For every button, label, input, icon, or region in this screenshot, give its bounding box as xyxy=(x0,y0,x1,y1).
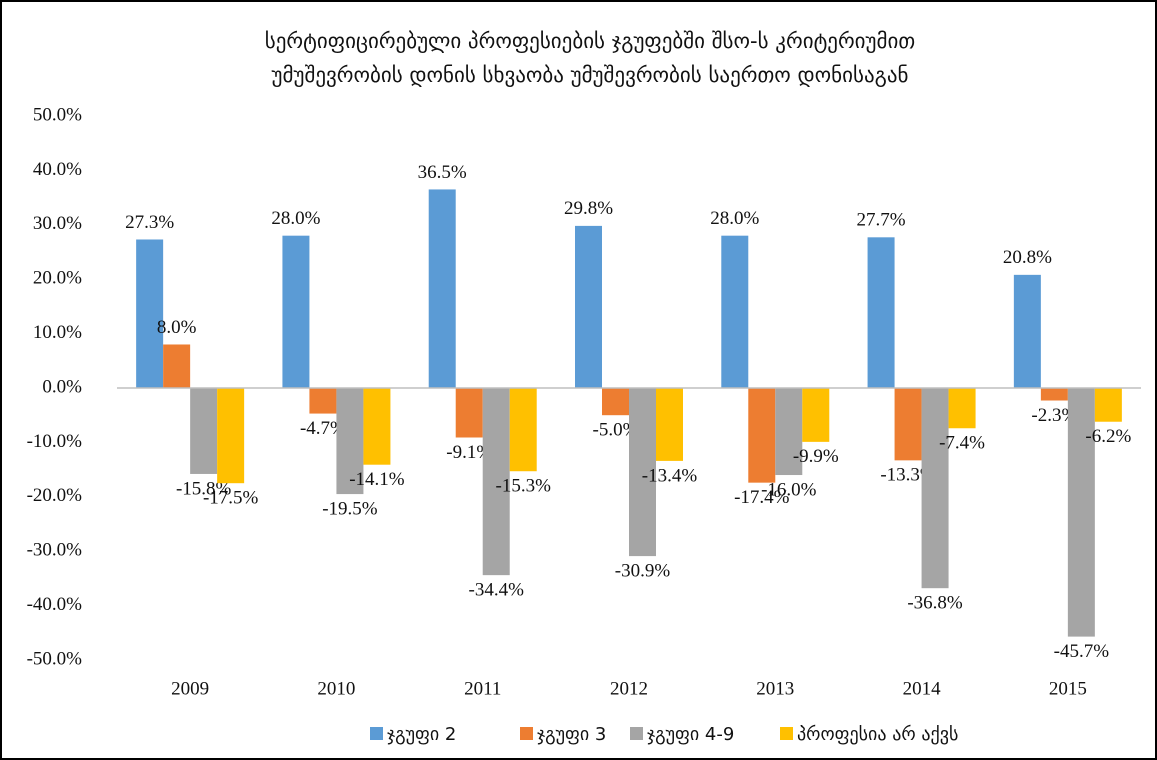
data-label: 28.0% xyxy=(271,208,320,229)
y-tick-label: -50.0% xyxy=(27,648,83,669)
x-tick-label: 2014 xyxy=(903,678,942,699)
data-label: -6.2% xyxy=(1085,426,1131,447)
bar xyxy=(867,237,895,388)
data-label: -19.5% xyxy=(322,498,378,519)
legend-label: ჯგუფი 4-9 xyxy=(647,724,734,745)
bar xyxy=(1094,388,1122,422)
x-tick-label: 2009 xyxy=(171,678,209,699)
y-tick-label: 40.0% xyxy=(33,159,82,180)
chart-title: უმუშევრობის დონის სხვაობა უმუშევრობის სა… xyxy=(272,63,909,87)
bar xyxy=(629,388,656,557)
bar xyxy=(575,225,602,388)
data-label: -14.1% xyxy=(349,469,405,490)
bar xyxy=(721,235,749,388)
bar xyxy=(921,388,949,589)
data-label: 27.7% xyxy=(857,210,906,231)
data-label: 28.0% xyxy=(710,208,759,229)
bar xyxy=(602,388,629,416)
y-tick-label: -40.0% xyxy=(27,594,83,615)
data-label: -16.0% xyxy=(761,479,817,500)
y-tick-label: 20.0% xyxy=(33,268,82,289)
data-label: -34.4% xyxy=(469,579,525,600)
legend-swatch xyxy=(370,727,383,740)
bar xyxy=(190,388,218,474)
data-label: -7.4% xyxy=(939,433,985,454)
bar xyxy=(309,388,337,414)
legend-label: ჯგუფი 2 xyxy=(387,724,456,745)
bar xyxy=(363,388,391,465)
legend-label: პროფესია არ აქვს xyxy=(797,724,958,745)
bar xyxy=(748,388,776,483)
bar xyxy=(1067,388,1095,637)
bar xyxy=(163,344,191,388)
x-tick-label: 2015 xyxy=(1049,678,1087,699)
data-label: 8.0% xyxy=(157,317,197,338)
bar xyxy=(1040,388,1068,401)
data-label: 20.8% xyxy=(1003,247,1052,268)
bar xyxy=(802,388,830,442)
data-label: 27.3% xyxy=(125,212,174,233)
bar xyxy=(136,239,164,388)
x-tick-label: 2010 xyxy=(317,678,355,699)
bar xyxy=(428,189,456,388)
legend-swatch xyxy=(780,727,793,740)
y-tick-label: 0.0% xyxy=(42,376,82,397)
data-label: -17.4% xyxy=(734,487,790,508)
bar xyxy=(282,235,310,388)
bar xyxy=(482,388,510,576)
bar xyxy=(656,388,683,461)
data-label: -9.9% xyxy=(793,446,839,467)
data-label: -4.7% xyxy=(300,418,346,439)
bar xyxy=(217,388,245,484)
bar xyxy=(509,388,537,472)
data-label: -15.8% xyxy=(176,478,232,499)
x-tick-label: 2011 xyxy=(464,678,501,699)
legend-swatch xyxy=(520,727,533,740)
data-label: -9.1% xyxy=(446,442,492,463)
data-label: 29.8% xyxy=(564,198,613,219)
y-tick-label: -20.0% xyxy=(27,485,83,506)
data-label: -13.4% xyxy=(642,465,698,486)
bar xyxy=(336,388,364,495)
data-label: -45.7% xyxy=(1054,641,1110,662)
data-label: -17.5% xyxy=(203,488,259,509)
legend-label: ჯგუფი 3 xyxy=(537,724,606,745)
y-tick-label: 10.0% xyxy=(33,322,82,343)
chart-title: სერტიფიცირებული პროფესიების ჯგუფებში შსო… xyxy=(265,29,915,53)
data-label: -30.9% xyxy=(615,560,671,581)
bar xyxy=(1013,274,1041,388)
bar xyxy=(894,388,922,461)
data-label: -5.0% xyxy=(593,420,639,441)
legend-swatch xyxy=(630,727,643,740)
bar xyxy=(948,388,976,429)
data-label: -36.8% xyxy=(907,593,963,614)
data-label: -15.3% xyxy=(496,476,552,497)
y-tick-label: 30.0% xyxy=(33,213,82,234)
y-tick-label: -30.0% xyxy=(27,540,83,561)
x-tick-label: 2013 xyxy=(756,678,794,699)
y-tick-label: 50.0% xyxy=(33,104,82,125)
data-label: 36.5% xyxy=(418,162,467,183)
bar xyxy=(455,388,483,438)
bar xyxy=(775,388,803,476)
x-tick-label: 2012 xyxy=(610,678,648,699)
data-label: -2.3% xyxy=(1031,405,1077,426)
y-tick-label: -10.0% xyxy=(27,431,83,452)
